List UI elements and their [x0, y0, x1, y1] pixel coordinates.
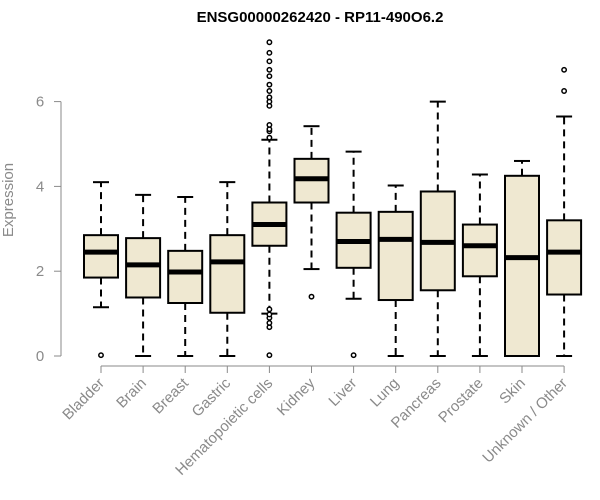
box-group — [419, 100, 456, 357]
x-tick-label: Prostate — [435, 375, 487, 427]
outlier-point — [266, 66, 273, 73]
box-group — [335, 150, 372, 359]
box-group — [125, 193, 162, 357]
box-group — [251, 39, 288, 359]
outlier-point — [561, 88, 568, 94]
y-axis: 0 2 4 6 — [36, 94, 62, 365]
box-group — [546, 66, 583, 357]
outlier-point — [266, 58, 273, 65]
iqr-box — [377, 210, 414, 302]
y-tick-label: 0 — [36, 348, 44, 365]
x-tick-label: Lung — [367, 375, 403, 411]
outlier-point — [308, 293, 315, 300]
iqr-box — [83, 234, 119, 279]
box-group — [209, 181, 246, 357]
boxes-group — [83, 39, 583, 359]
outlier-point — [266, 94, 273, 101]
y-tick-label: 6 — [36, 94, 44, 111]
outlier-point — [266, 352, 273, 359]
x-tick-label: Bladder — [59, 375, 108, 424]
outlier-point — [266, 49, 273, 56]
x-tick-label: Skin — [496, 375, 529, 408]
box-group — [377, 184, 414, 357]
outlier-point — [98, 352, 104, 359]
outlier-point — [350, 352, 357, 359]
box-group — [167, 196, 204, 357]
y-tick-label: 2 — [36, 263, 44, 280]
outlier-point — [266, 306, 273, 313]
outlier-point — [266, 121, 273, 128]
outlier-point — [266, 134, 273, 141]
outlier-point — [266, 88, 273, 94]
box-group — [293, 125, 330, 300]
y-tick-label: 4 — [36, 178, 44, 195]
x-tick-label: Breast — [149, 374, 192, 417]
chart-title: ENSG00000262420 - RP11-490O6.2 — [197, 9, 444, 26]
outlier-point — [266, 319, 273, 326]
iqr-box — [125, 237, 162, 299]
x-tick-label: Liver — [325, 375, 360, 410]
iqr-box — [504, 174, 540, 357]
box-group — [461, 173, 498, 357]
iqr-box — [209, 234, 246, 314]
box-group — [504, 159, 540, 357]
outlier-point — [266, 81, 273, 88]
iqr-box — [461, 223, 498, 278]
outlier-point — [561, 66, 568, 73]
box-group — [83, 181, 119, 359]
y-axis-label: Expression — [0, 163, 17, 237]
outlier-point — [266, 73, 273, 80]
iqr-box — [167, 249, 204, 305]
outlier-point — [266, 311, 273, 318]
x-tick-label: Kidney — [274, 374, 319, 419]
iqr-box — [546, 219, 583, 296]
x-tick-label: Brain — [113, 375, 150, 412]
outlier-point — [266, 39, 273, 46]
